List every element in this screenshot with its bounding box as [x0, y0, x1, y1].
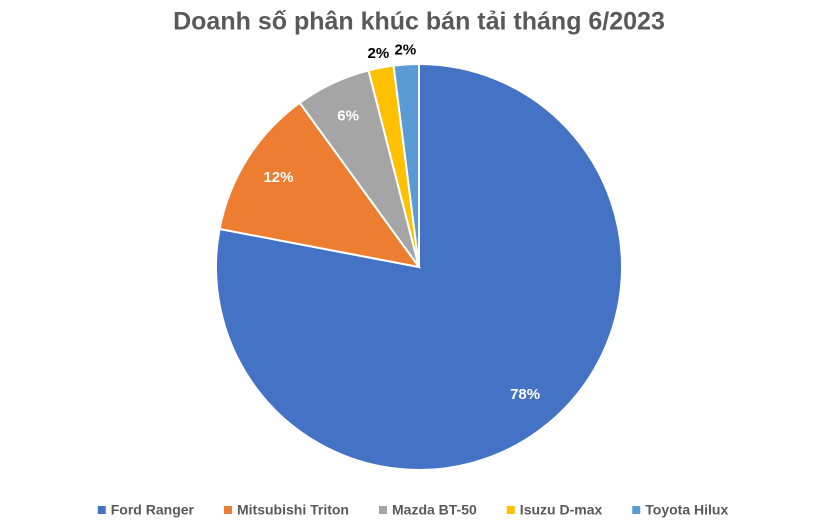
legend-label: Ford Ranger	[111, 502, 195, 518]
legend-swatch	[506, 506, 515, 514]
pie-slice	[218, 101, 422, 269]
legend: Ford Ranger Mitsubishi Triton Mazda BT-50 I…	[97, 502, 728, 518]
pie-slice	[392, 62, 420, 268]
data-label: 2%	[395, 41, 417, 58]
legend-label: Isuzu D-max	[520, 502, 603, 518]
legend-swatch	[223, 506, 232, 514]
data-label: 2%	[367, 45, 389, 62]
legend-swatch	[97, 506, 106, 514]
legend-swatch	[632, 506, 641, 514]
data-label: 6%	[337, 107, 359, 124]
chart-title: Doanh số phân khúc bán tải tháng 6/2023	[173, 8, 665, 36]
legend-label: Mazda BT-50	[392, 502, 477, 518]
legend-label: Toyota Hilux	[645, 502, 728, 518]
data-label: 78%	[510, 386, 540, 403]
legend-label: Mitsubishi Triton	[237, 502, 349, 518]
data-label: 12%	[263, 169, 293, 186]
legend-swatch	[378, 506, 387, 514]
